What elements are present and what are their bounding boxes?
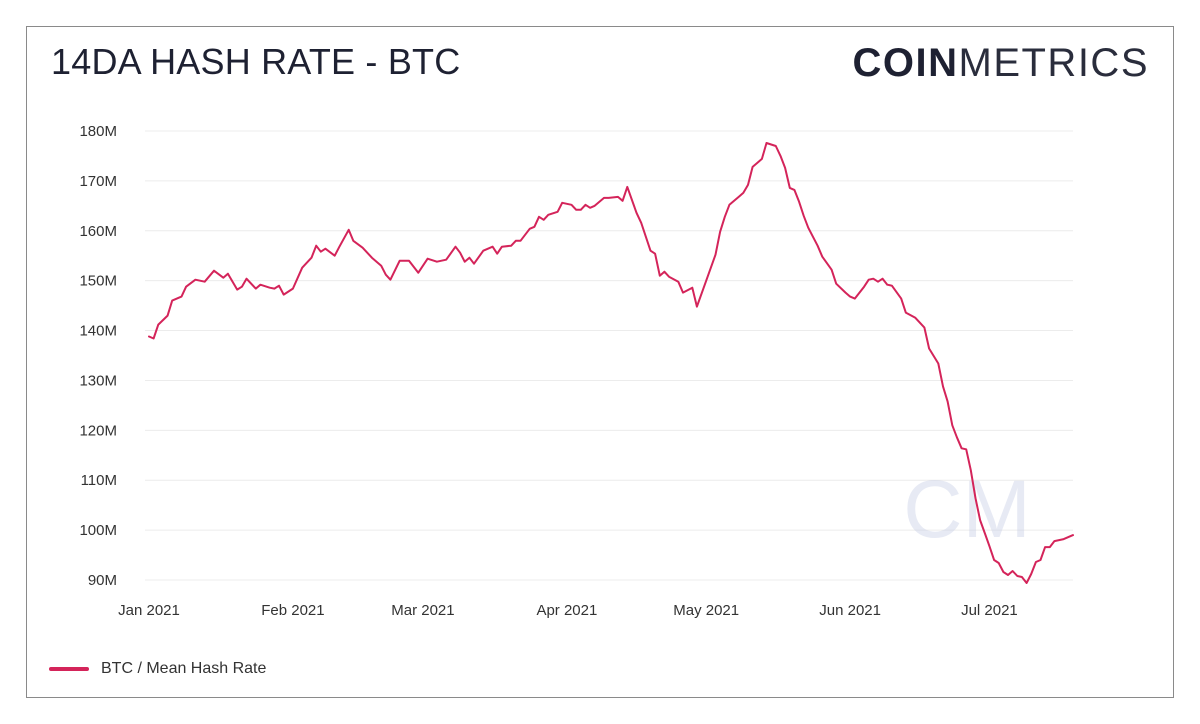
x-tick-label: Mar 2021 [391,602,454,619]
legend-label: BTC / Mean Hash Rate [101,660,267,677]
x-tick-label: Jul 2021 [961,602,1018,619]
y-tick-label: 120M [79,422,117,439]
y-tick-label: 140M [79,323,117,340]
series-line-btc-mean-hash-rate [148,142,1074,584]
x-tick-label: Jan 2021 [118,602,180,619]
legend-swatch [49,667,89,671]
coinmetrics-logo: COINMETRICS [853,41,1150,86]
y-tick-label: 110M [81,472,117,489]
y-tick-label: 130M [79,372,117,389]
y-tick-label: 170M [79,173,117,190]
y-tick-label: 150M [79,273,117,290]
y-tick-label: 90M [88,572,117,589]
chart-title: 14DA HASH RATE - BTC [51,41,461,82]
chart-card: 14DA HASH RATE - BTC COINMETRICS CM 90M 1… [26,26,1174,698]
y-tick-label: 180M [79,123,117,140]
y-tick-label: 160M [79,223,117,240]
x-tick-label: May 2021 [673,602,739,619]
y-tick-label: 100M [79,522,117,539]
x-tick-label: Apr 2021 [536,602,597,619]
chart-plot: CM 90M 100M 110M 120M 130M 140M 150M 160M 170M 18… [79,123,1074,619]
x-tick-label: Jun 2021 [819,602,881,619]
logo-light-text: METRICS [958,41,1149,85]
cm-watermark: CM [903,464,1031,555]
x-tick-label: Feb 2021 [261,602,324,619]
logo-bold-text: COIN [852,41,959,85]
legend[interactable]: BTC / Mean Hash Rate [49,657,266,681]
